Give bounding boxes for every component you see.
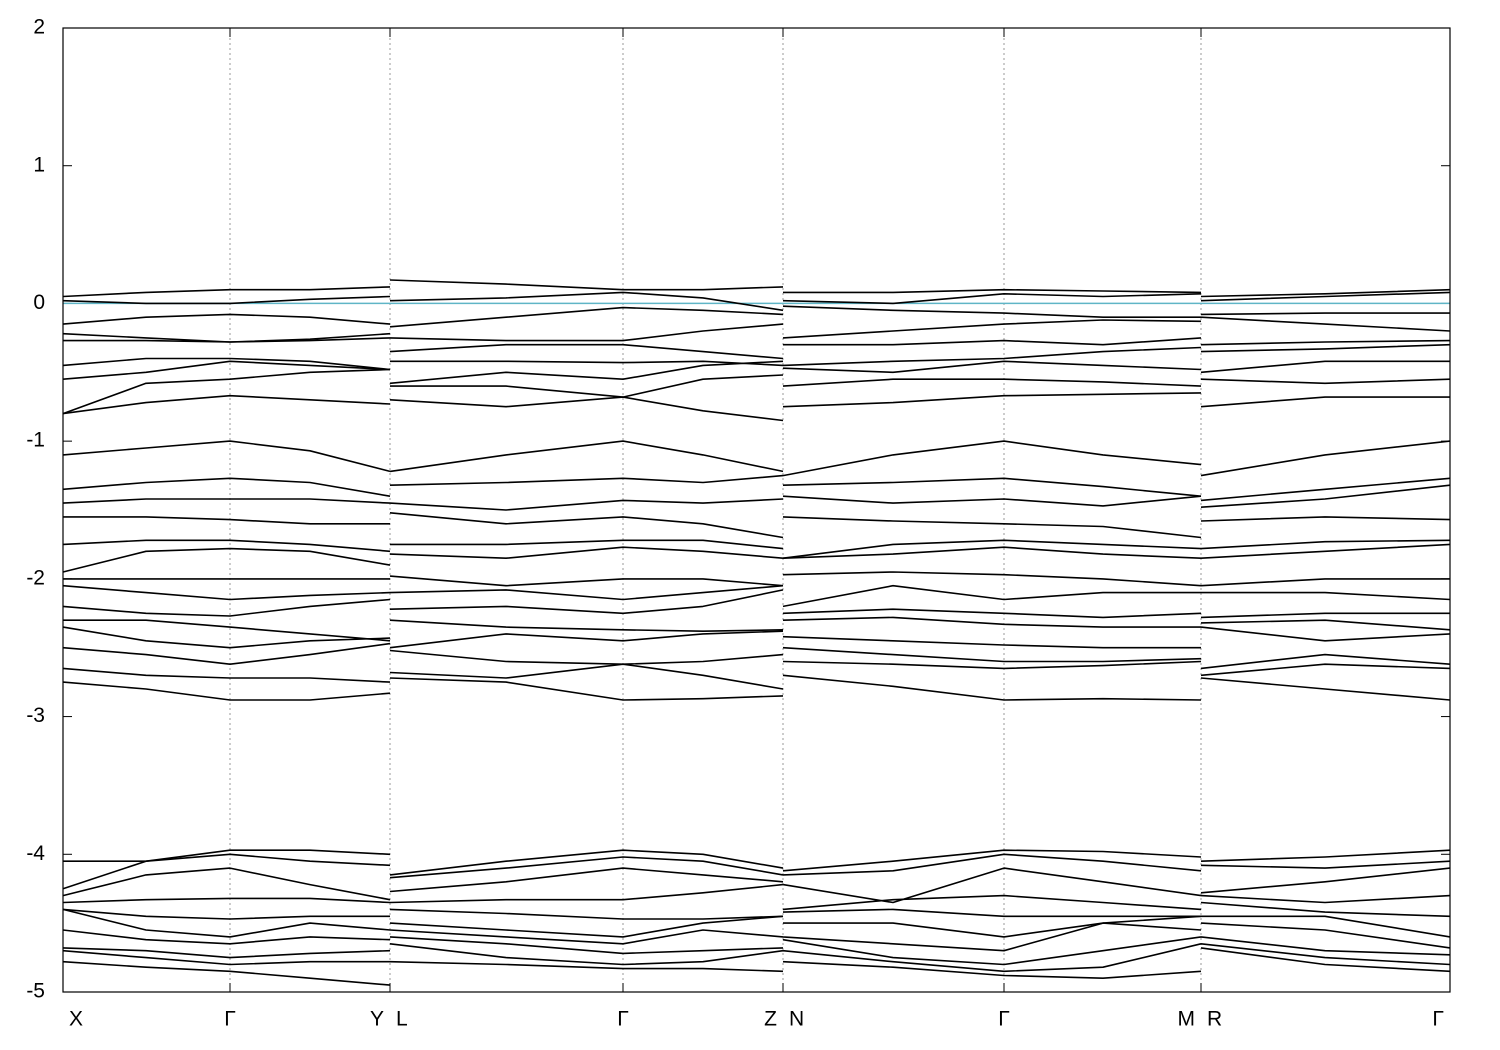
y-tick-label: -3 [26, 704, 45, 727]
band-line [62, 279, 1451, 298]
band-line [62, 474, 1451, 502]
band-line [63, 849, 1451, 876]
x-tick-label: Γ [1432, 1008, 1444, 1031]
y-tick-label: 0 [33, 291, 45, 314]
x-tick-label: M [1178, 1008, 1196, 1031]
y-tick-label: -4 [26, 842, 45, 865]
y-tick-label: 1 [33, 153, 45, 176]
band-line [62, 943, 1451, 973]
x-tick-label: L [396, 1008, 408, 1031]
band-line [62, 539, 1451, 559]
band-line [62, 440, 1451, 477]
band-line [62, 291, 1451, 312]
x-tick-label: X [69, 1008, 83, 1031]
x-tick-label: Γ [998, 1008, 1010, 1031]
x-tick-label: Γ [224, 1008, 236, 1031]
x-tick-label: N [789, 1008, 804, 1031]
y-tick-label: 2 [33, 16, 45, 39]
band-line [62, 674, 1451, 701]
plot-frame [62, 27, 1451, 993]
x-tick-label: Γ [617, 1008, 629, 1031]
band-line [62, 484, 1451, 511]
x-tick-label: Z [764, 1008, 777, 1031]
band-line [62, 343, 1451, 371]
band-line [62, 867, 1451, 904]
band-line [62, 589, 1450, 619]
band-line [62, 908, 1451, 938]
band-line [62, 543, 1451, 573]
band-line [63, 571, 1450, 587]
band-line [62, 584, 1451, 608]
band-line [62, 901, 1451, 920]
band-line [62, 853, 1451, 890]
x-tick-label: Y [370, 1008, 384, 1031]
band-line [62, 392, 1450, 422]
band-line [62, 883, 1451, 911]
band-line [62, 626, 1451, 649]
band-line [62, 305, 1450, 328]
band-line [62, 660, 1451, 690]
band-line [62, 936, 1451, 966]
y-tick-label: -1 [26, 429, 45, 452]
band-line [63, 616, 1451, 642]
y-tick-label: -2 [26, 566, 45, 589]
band-line [63, 337, 1451, 360]
y-tick-label: -5 [26, 980, 45, 1003]
band-line [62, 947, 1451, 986]
x-tick-label: R [1207, 1008, 1222, 1031]
band-line [63, 512, 1451, 539]
band-line [62, 922, 1451, 952]
band-line [62, 360, 1450, 385]
